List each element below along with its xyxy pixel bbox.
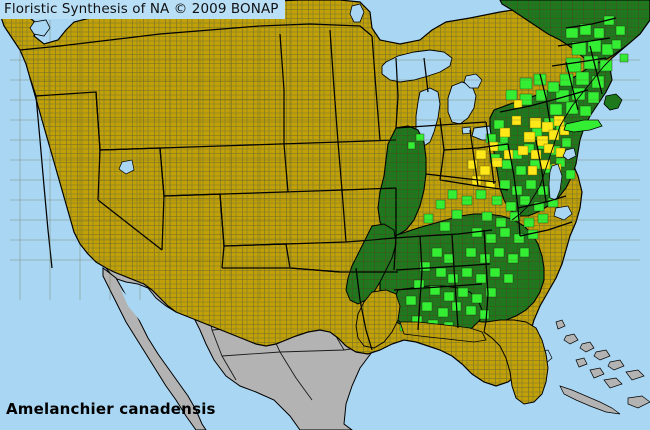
map-title-band: Floristic Synthesis of NA © 2009 BONAP	[0, 0, 285, 19]
state-borders	[19, 17, 617, 351]
map-title-text: Floristic Synthesis of NA © 2009 BONAP	[4, 1, 279, 17]
county-borders-overlay	[10, 20, 640, 300]
caribbean-islands	[555, 319, 650, 415]
species-name-caption: Amelanchier canadensis	[6, 400, 216, 418]
coastline-detail	[511, 57, 623, 221]
